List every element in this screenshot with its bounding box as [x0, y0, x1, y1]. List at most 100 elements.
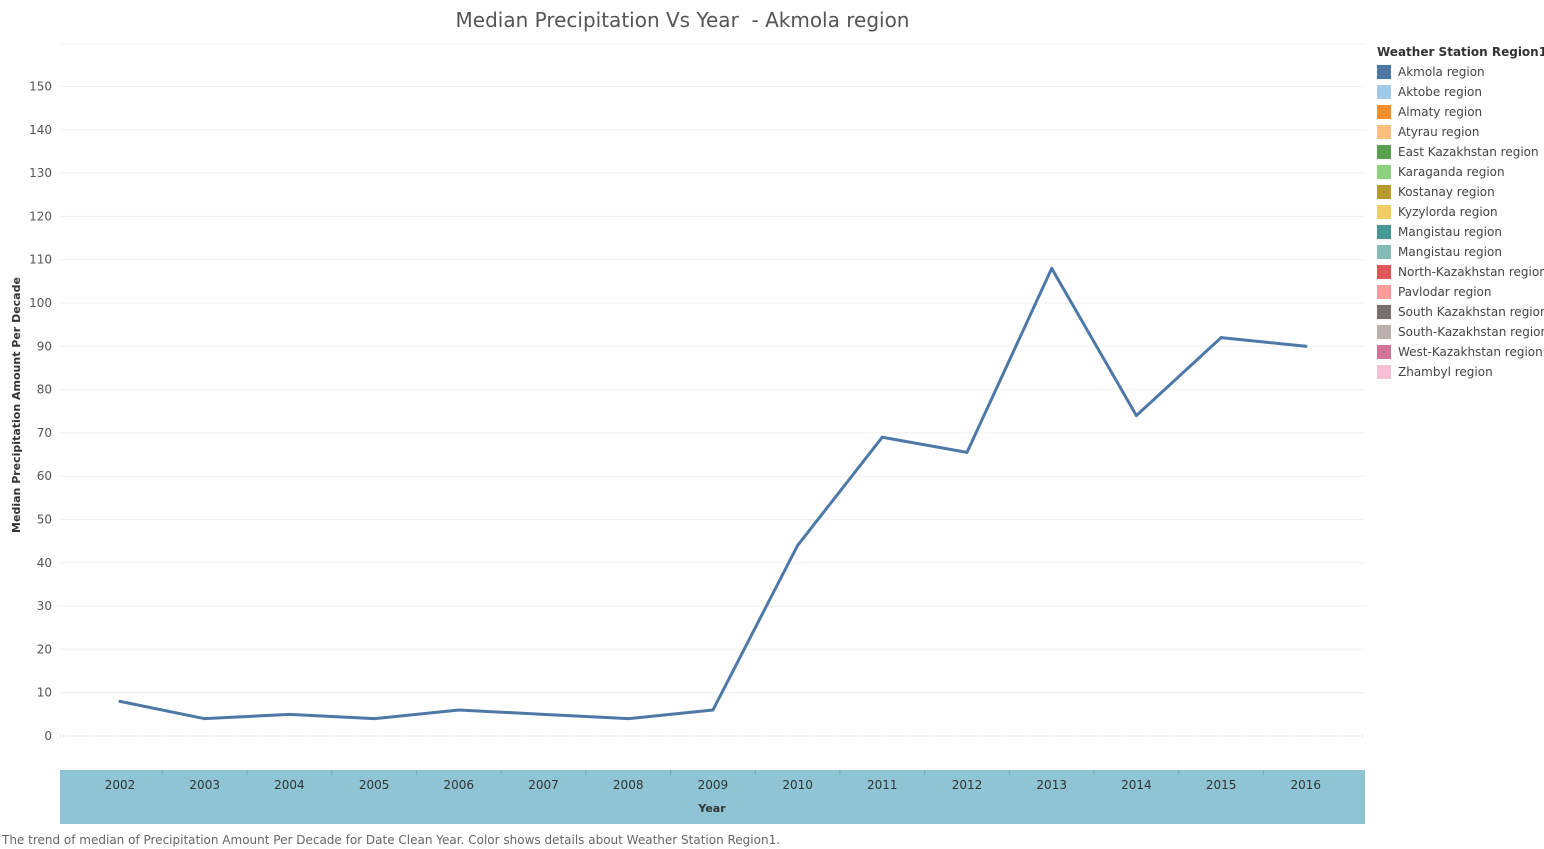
data-point[interactable]	[1050, 266, 1054, 270]
data-point[interactable]	[1134, 414, 1138, 418]
legend-item[interactable]: Karaganda region	[1377, 162, 1544, 182]
series-line[interactable]	[118, 266, 1308, 721]
x-tick-label: 2008	[613, 778, 644, 792]
legend: Weather Station Region1 Akmola region Akt…	[1377, 45, 1544, 382]
legend-item[interactable]: Mangistau region	[1377, 242, 1544, 262]
legend-swatch	[1377, 85, 1391, 99]
y-tick-label: 20	[37, 642, 52, 656]
legend-swatch	[1377, 245, 1391, 259]
x-tick-label: 2002	[105, 778, 136, 792]
x-tick-label: 2016	[1291, 778, 1322, 792]
legend-swatch	[1377, 285, 1391, 299]
x-tick-label: 2014	[1121, 778, 1152, 792]
legend-item[interactable]: North-Kazakhstan region	[1377, 262, 1544, 282]
legend-label: North-Kazakhstan region	[1398, 265, 1544, 279]
legend-item[interactable]: Atyrau region	[1377, 122, 1544, 142]
x-tick-label: 2006	[444, 778, 475, 792]
legend-label: Akmola region	[1398, 65, 1485, 79]
x-tick-label: 2009	[698, 778, 729, 792]
x-tick-label: 2003	[189, 778, 220, 792]
legend-label: Aktobe region	[1398, 85, 1482, 99]
legend-items: Akmola region Aktobe region Almaty region A…	[1377, 62, 1544, 382]
y-axis-title: Median Precipitation Amount Per Decade	[10, 277, 23, 533]
legend-swatch	[1377, 185, 1391, 199]
y-tick-label: 50	[37, 513, 52, 527]
y-tick-label: 100	[29, 296, 52, 310]
footer-caption: The trend of median of Precipitation Amo…	[2, 833, 781, 847]
data-point[interactable]	[372, 717, 376, 721]
legend-item[interactable]: Kostanay region	[1377, 182, 1544, 202]
legend-swatch	[1377, 325, 1391, 339]
x-tick-label: 2013	[1036, 778, 1067, 792]
x-tick-label: 2004	[274, 778, 305, 792]
legend-swatch	[1377, 225, 1391, 239]
legend-label: South-Kazakhstan region	[1398, 325, 1544, 339]
legend-label: West-Kazakhstan region	[1398, 345, 1543, 359]
legend-label: South Kazakhstan region	[1398, 305, 1544, 319]
legend-label: Mangistau region	[1398, 245, 1502, 259]
data-point[interactable]	[287, 712, 291, 716]
legend-item[interactable]: Almaty region	[1377, 102, 1544, 122]
chart-title: Median Precipitation Vs Year - Akmola re…	[455, 8, 910, 32]
legend-title: Weather Station Region1	[1377, 45, 1544, 59]
y-tick-label: 60	[37, 469, 52, 483]
y-tick-label: 110	[29, 253, 52, 267]
legend-swatch	[1377, 145, 1391, 159]
x-tick-label: 2012	[952, 778, 983, 792]
x-axis-band	[60, 770, 1365, 824]
legend-swatch	[1377, 305, 1391, 319]
legend-swatch	[1377, 125, 1391, 139]
y-tick-label: 10	[37, 686, 52, 700]
legend-item[interactable]: South Kazakhstan region	[1377, 302, 1544, 322]
data-point[interactable]	[626, 717, 630, 721]
y-tick-label: 140	[29, 123, 52, 137]
legend-item[interactable]: Pavlodar region	[1377, 282, 1544, 302]
legend-swatch	[1377, 65, 1391, 79]
x-tick-label: 2007	[528, 778, 559, 792]
legend-item[interactable]: Akmola region	[1377, 62, 1544, 82]
legend-label: Almaty region	[1398, 105, 1483, 119]
legend-swatch	[1377, 345, 1391, 359]
series-layer	[118, 266, 1308, 721]
y-tick-label: 90	[37, 339, 52, 353]
legend-swatch	[1377, 365, 1391, 379]
data-point[interactable]	[965, 450, 969, 454]
legend-item[interactable]: South-Kazakhstan region	[1377, 322, 1544, 342]
legend-item[interactable]: Mangistau region	[1377, 222, 1544, 242]
data-point[interactable]	[118, 699, 122, 703]
y-tick-label: 30	[37, 599, 52, 613]
data-point[interactable]	[542, 712, 545, 716]
legend-item[interactable]: Kyzylorda region	[1377, 202, 1544, 222]
legend-item[interactable]: West-Kazakhstan region	[1377, 342, 1544, 362]
legend-item[interactable]: East Kazakhstan region	[1377, 142, 1544, 162]
data-point[interactable]	[796, 543, 800, 547]
x-tick-label: 2010	[782, 778, 813, 792]
y-tick-label: 80	[37, 383, 52, 397]
legend-label: Kyzylorda region	[1398, 205, 1498, 219]
legend-label: Karaganda region	[1398, 165, 1505, 179]
y-tick-label: 120	[29, 209, 52, 223]
legend-swatch	[1377, 205, 1391, 219]
y-tick-label: 70	[37, 426, 52, 440]
y-tick-label: 40	[37, 556, 52, 570]
y-tick-label: 150	[29, 80, 52, 94]
gridlines	[60, 43, 1365, 737]
x-tick-label: 2011	[867, 778, 898, 792]
y-axis-ticks: 0 10 20 30 40 50 60 70 80 90 100 110 120 130 140 150	[29, 80, 52, 744]
data-point[interactable]	[880, 435, 884, 439]
legend-label: Mangistau region	[1398, 225, 1502, 239]
legend-swatch	[1377, 165, 1391, 179]
legend-label: Pavlodar region	[1398, 285, 1492, 299]
data-point[interactable]	[457, 708, 461, 712]
legend-item[interactable]: Aktobe region	[1377, 82, 1544, 102]
legend-label: Zhambyl region	[1398, 365, 1493, 379]
x-axis-ticks: 2002 2003 2004 2005 2006 2007 2008 2009 2010 2011…	[105, 770, 1321, 792]
data-point[interactable]	[711, 708, 715, 712]
line-chart: 0 10 20 30 40 50 60 70 80 90 100 110 120 130 140 150 20…	[10, 43, 1365, 824]
legend-item[interactable]: Zhambyl region	[1377, 362, 1544, 382]
data-point[interactable]	[203, 717, 207, 721]
data-point[interactable]	[1304, 344, 1308, 348]
data-point[interactable]	[1219, 336, 1223, 340]
legend-swatch	[1377, 265, 1391, 279]
y-tick-label: 0	[44, 729, 52, 743]
